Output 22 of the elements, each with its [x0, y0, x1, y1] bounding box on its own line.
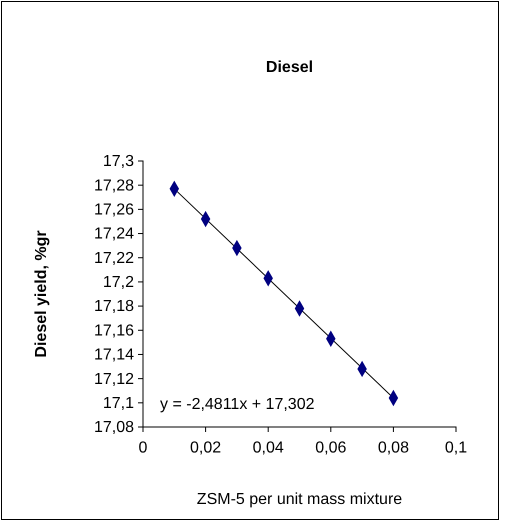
y-axis-title: Diesel yield, %gr: [33, 230, 50, 358]
x-tick-label: 0,04: [252, 439, 284, 456]
chart-title: Diesel: [266, 59, 314, 76]
y-tick-label: 17,12: [94, 370, 134, 388]
y-tick-label: 17,14: [94, 346, 134, 364]
y-tick-label: 17,26: [94, 201, 134, 218]
x-tick-label: 0,02: [190, 439, 222, 456]
x-tick-label: 0,1: [444, 439, 468, 456]
x-tick-label: 0: [138, 439, 148, 456]
y-tick-label: 17,2: [102, 274, 134, 292]
y-tick-label: 17,22: [94, 250, 134, 267]
y-tick-label: 17,3: [102, 153, 134, 170]
y-tick-label: 17,1: [102, 394, 134, 412]
y-tick-label: 17,28: [94, 177, 134, 194]
y-tick-label: 17,08: [94, 419, 134, 436]
x-tick-label: 0,06: [315, 439, 346, 456]
y-tick-label: 17,16: [94, 322, 134, 340]
y-tick-label: 17,18: [94, 298, 134, 316]
x-axis-title: ZSM-5 per unit mass mixture: [196, 491, 402, 508]
annotation: y = -2,4811x + 17,302: [160, 396, 315, 413]
x-tick-label: 0,08: [378, 439, 410, 456]
y-tick-label: 17,24: [94, 226, 134, 243]
